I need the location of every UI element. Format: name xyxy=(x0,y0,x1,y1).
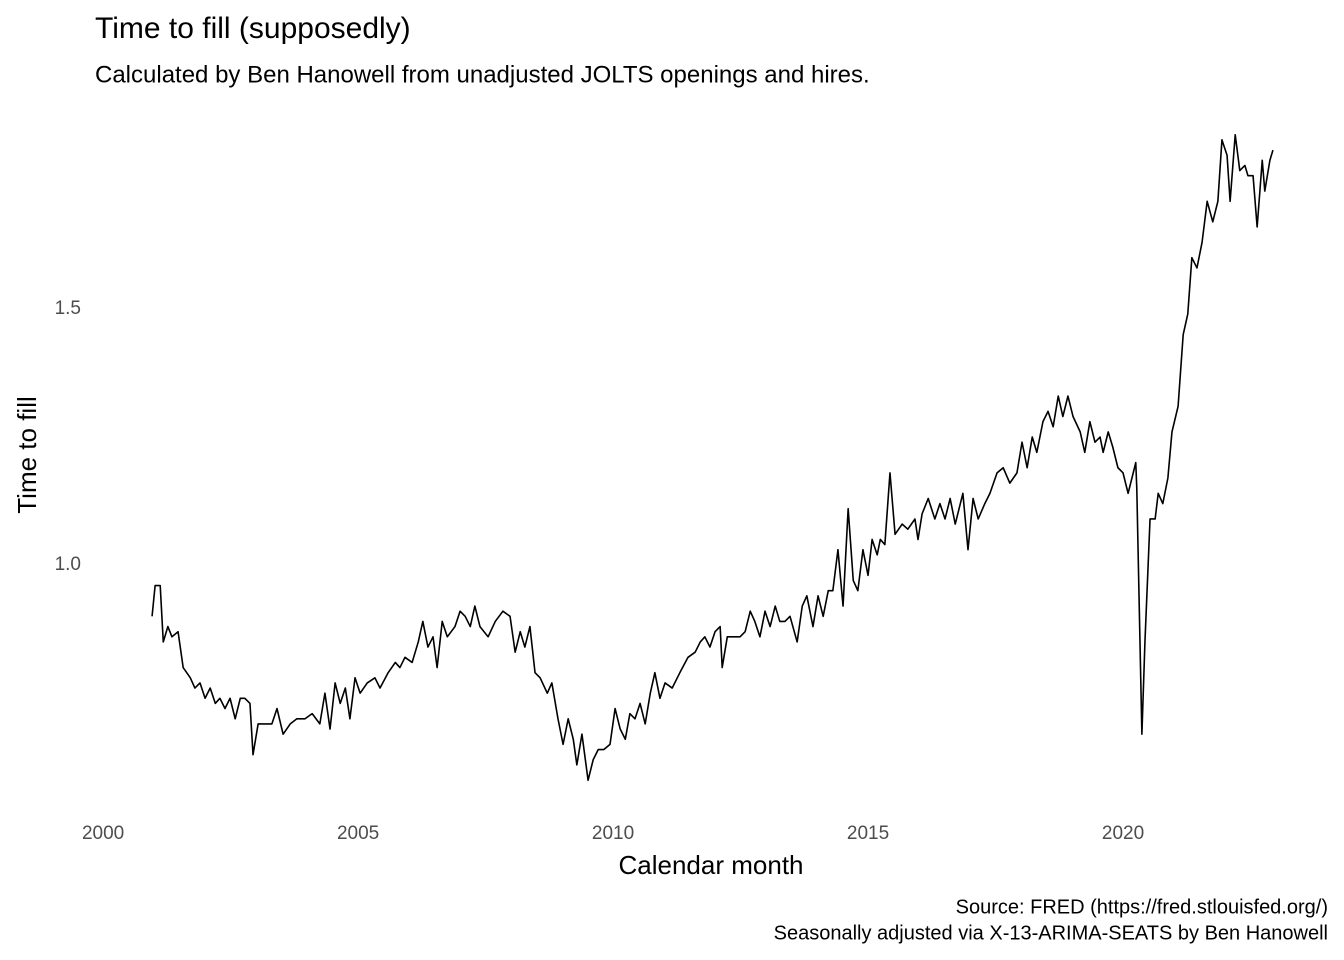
x-tick-label: 2010 xyxy=(592,823,634,844)
x-tick-label: 2005 xyxy=(337,823,379,844)
y-tick-label: 1.0 xyxy=(55,554,81,575)
y-axis-label: Time to fill xyxy=(12,396,42,514)
y-tick-label: 1.5 xyxy=(55,298,81,319)
caption: Seasonally adjusted via X-13-ARIMA-SEATS… xyxy=(774,922,1328,944)
x-axis-label: Calendar month xyxy=(619,850,804,880)
caption: Source: FRED (https://fred.stlouisfed.or… xyxy=(956,896,1328,918)
x-tick-label: 2015 xyxy=(847,823,889,844)
data-line xyxy=(151,133,1274,782)
x-tick-label: 2020 xyxy=(1102,823,1144,844)
chart-title: Time to fill (supposedly) xyxy=(95,12,411,45)
chart-subtitle: Calculated by Ben Hanowell from unadjust… xyxy=(95,61,870,88)
x-tick-label: 2000 xyxy=(82,823,124,844)
